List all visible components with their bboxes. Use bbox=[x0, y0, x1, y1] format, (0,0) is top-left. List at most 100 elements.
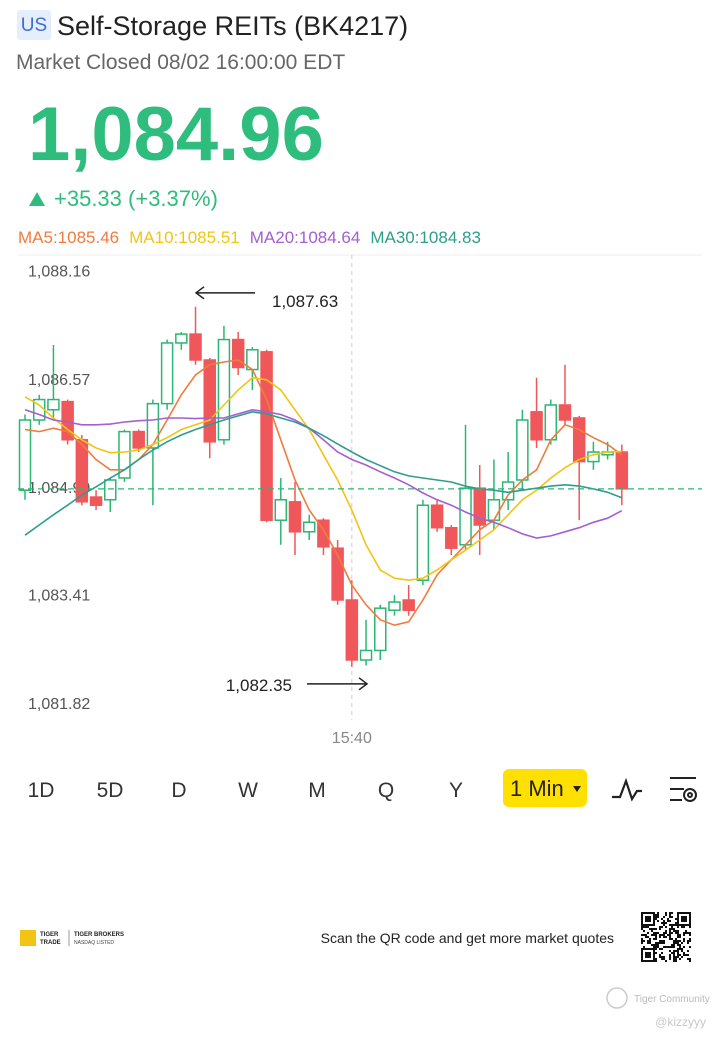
candle-body bbox=[572, 417, 586, 463]
qr-cell bbox=[655, 914, 657, 916]
qr-cell bbox=[675, 932, 677, 934]
qr-cell bbox=[673, 930, 675, 932]
qr-cell bbox=[681, 916, 683, 918]
qr-cell bbox=[659, 940, 661, 942]
qr-cell bbox=[675, 922, 677, 924]
qr-cell bbox=[655, 958, 657, 960]
qr-cell bbox=[653, 922, 655, 924]
qr-cell bbox=[645, 916, 647, 918]
candle-body bbox=[203, 359, 216, 443]
qr-cell bbox=[641, 928, 643, 930]
qr-cell bbox=[673, 950, 675, 952]
interval-selector[interactable] bbox=[503, 769, 587, 807]
broker: TIGER BROKERS bbox=[74, 932, 124, 938]
qr-cell bbox=[679, 936, 681, 938]
period-tab[interactable]: W bbox=[238, 779, 258, 802]
qr-cell bbox=[663, 924, 665, 926]
qr-cell bbox=[671, 946, 673, 948]
qr-cell bbox=[647, 932, 649, 934]
qr-cell bbox=[687, 942, 689, 944]
qr-cell bbox=[649, 956, 651, 958]
qr-cell bbox=[657, 920, 659, 922]
qr-cell bbox=[689, 920, 691, 922]
qr-cell bbox=[677, 916, 679, 918]
qr-cell bbox=[665, 936, 667, 938]
qr-cell bbox=[653, 914, 655, 916]
qr-cell bbox=[649, 938, 651, 940]
qr-cell bbox=[653, 946, 655, 948]
qr-cell bbox=[673, 958, 675, 960]
qr-cell bbox=[661, 918, 663, 920]
qr-cell bbox=[649, 918, 651, 920]
qr-cell bbox=[655, 948, 657, 950]
annotation-label: 1,087.63 bbox=[272, 292, 338, 311]
qr-cell bbox=[689, 938, 691, 940]
qr-cell bbox=[649, 948, 651, 950]
qr-cell bbox=[649, 920, 651, 922]
qr-cell bbox=[677, 912, 679, 914]
qr-cell bbox=[659, 926, 661, 928]
y-tick-label: 1,083.41 bbox=[28, 588, 90, 605]
qr-cell bbox=[659, 936, 661, 938]
candle-body bbox=[402, 599, 415, 611]
y-tick-label: 1,088.16 bbox=[28, 264, 90, 281]
qr-cell bbox=[641, 948, 643, 950]
qr-cell bbox=[685, 932, 687, 934]
candle-body bbox=[345, 599, 359, 661]
qr-cell bbox=[675, 958, 677, 960]
ma-line bbox=[24, 410, 623, 536]
qr-cell bbox=[641, 914, 643, 916]
candle-body bbox=[445, 526, 458, 549]
qr-cell bbox=[659, 948, 661, 950]
interval-label[interactable]: 1 Min bbox=[510, 776, 564, 801]
qr-cell bbox=[657, 944, 659, 946]
qr-cell bbox=[655, 928, 657, 930]
qr-cell bbox=[647, 926, 649, 928]
up-arrow bbox=[29, 192, 45, 206]
qr-cell bbox=[675, 950, 677, 952]
period-tab[interactable]: Q bbox=[378, 779, 394, 802]
listed: NASDAQ LISTED bbox=[74, 940, 114, 946]
qr-cell bbox=[655, 938, 657, 940]
qr-cell bbox=[681, 912, 683, 914]
qr-cell bbox=[663, 956, 665, 958]
qr-cell bbox=[675, 930, 677, 932]
qr-cell bbox=[645, 952, 647, 954]
qr-cell bbox=[661, 922, 663, 924]
candle-body bbox=[189, 333, 202, 361]
qr-cell bbox=[683, 924, 685, 926]
qr-cell bbox=[643, 930, 645, 932]
period-tab[interactable]: D bbox=[171, 779, 186, 802]
qr-cell bbox=[677, 930, 679, 932]
indicator-icon[interactable] bbox=[612, 777, 642, 802]
qr-cell bbox=[649, 942, 651, 944]
qr-cell bbox=[647, 924, 649, 926]
period-tab[interactable]: 5D bbox=[97, 779, 124, 802]
qr-cell bbox=[641, 926, 643, 928]
dropdown-caret[interactable] bbox=[573, 786, 581, 792]
qr-cell bbox=[645, 912, 647, 914]
qr-cell bbox=[687, 950, 689, 952]
qr-cell bbox=[655, 960, 657, 962]
period-tab[interactable]: 1D bbox=[28, 779, 55, 802]
period-tab[interactable]: Y bbox=[449, 779, 463, 802]
qr-cell bbox=[673, 942, 675, 944]
qr-cell bbox=[653, 918, 655, 920]
candle-body bbox=[331, 547, 344, 601]
market-badge bbox=[17, 10, 51, 40]
period-tab[interactable]: M bbox=[308, 779, 326, 802]
qr-cell bbox=[641, 952, 643, 954]
qr-cell bbox=[641, 934, 643, 936]
qr-cell bbox=[641, 942, 643, 944]
qr-cell bbox=[661, 948, 663, 950]
qr-cell bbox=[665, 946, 667, 948]
qr-cell bbox=[661, 934, 663, 936]
qr-cell bbox=[675, 918, 677, 920]
qr-cell bbox=[649, 924, 651, 926]
qr-cell bbox=[653, 948, 655, 950]
qr-cell bbox=[653, 924, 655, 926]
settings-icon[interactable] bbox=[670, 777, 697, 802]
qr-cell bbox=[683, 918, 685, 920]
qr-cell bbox=[669, 950, 671, 952]
candle-body bbox=[516, 419, 529, 481]
